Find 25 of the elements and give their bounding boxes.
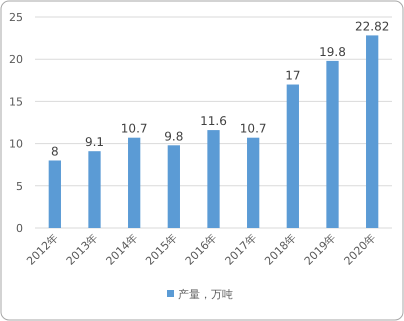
legend-label: 产量，万吨 [178,288,233,301]
bar [88,151,101,228]
bar [286,84,299,228]
data-label: 11.6 [200,114,227,128]
data-label: 17 [285,68,300,83]
bar [128,138,140,228]
bar [48,160,61,228]
data-label: 8 [51,144,59,158]
y-tick-label: 0 [16,222,23,235]
bar [168,145,180,228]
bar [326,60,339,228]
data-label: 19.8 [319,44,346,59]
data-label: 10.7 [240,122,267,136]
y-tick-label: 25 [9,11,23,24]
y-tick-label: 10 [9,138,23,151]
data-label: 9.1 [84,135,104,150]
data-label: 9.8 [164,129,184,144]
bar [207,130,220,228]
bar [366,35,378,228]
bar [247,138,260,228]
y-tick-label: 15 [9,95,23,108]
data-label: 22.82 [354,19,390,34]
y-tick-label: 5 [16,180,23,193]
data-label: 10.7 [120,122,148,136]
y-tick-label: 20 [9,53,23,66]
